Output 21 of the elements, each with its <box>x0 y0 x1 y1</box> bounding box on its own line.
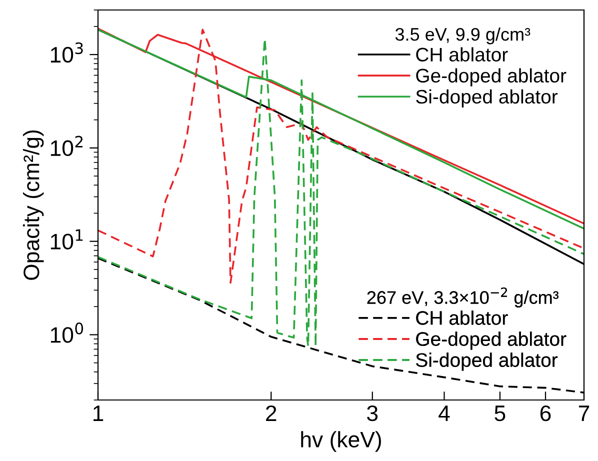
legend-label: Si-doped ablator <box>416 352 558 371</box>
y-tick-label: 10$^{2}$ <box>50 136 83 156</box>
x-tick-label: 2 <box>266 405 276 421</box>
x-tick-label: 7 <box>578 406 590 421</box>
x-tick-label: 3 <box>367 405 378 422</box>
x-tick-label: 6 <box>540 405 551 422</box>
y-tick-label: 10$^{0}$ <box>50 322 84 343</box>
y-axis-title: Opacity (cm²/g) <box>22 130 44 280</box>
y-tick-label: 10$^{1}$ <box>50 229 83 250</box>
y-tick-label: 10$^{3}$ <box>50 42 83 63</box>
x-tick-label: 4 <box>438 406 450 421</box>
x-tick-label: 1 <box>94 406 104 421</box>
annotation: 3.5 eV, 9.9 g/cm³ <box>395 28 530 44</box>
legend-label: CH ablator <box>416 310 508 325</box>
annotation: 267 eV, 3.3×10$^{−2}$ g/cm³ <box>367 287 558 308</box>
x-tick-label: 5 <box>494 406 506 422</box>
legend-label: Ge-doped ablator <box>416 332 566 350</box>
legend-label: Si-doped ablator <box>416 89 558 108</box>
legend-label: CH ablator <box>416 47 508 62</box>
x-axis-title: hv (keV) <box>301 431 381 452</box>
legend-label: Ge-doped ablator <box>416 68 566 86</box>
